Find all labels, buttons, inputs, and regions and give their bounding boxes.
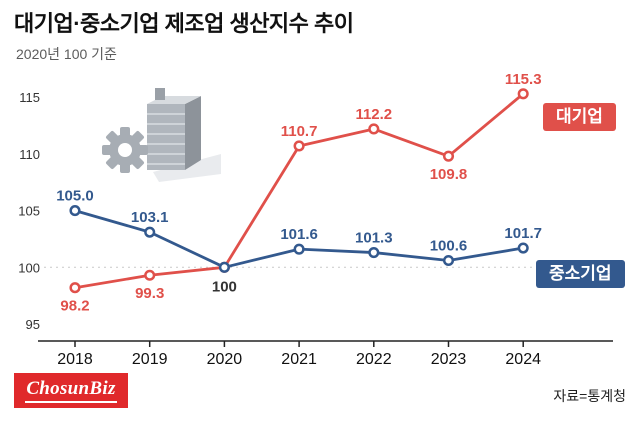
building-chimney bbox=[155, 88, 165, 100]
page-title: 대기업·중소기업 제조업 생산지수 추이 bbox=[14, 11, 354, 36]
value-label: 101.6 bbox=[280, 226, 318, 243]
data-point-0 bbox=[218, 261, 230, 273]
y-axis-label: 95 bbox=[26, 317, 40, 332]
x-axis-label: 2018 bbox=[57, 351, 93, 368]
value-label-shared: 100 bbox=[212, 278, 237, 295]
data-point-0 bbox=[517, 88, 529, 100]
chosunbiz-logo: ChosunBiz bbox=[14, 373, 128, 408]
data-point-1 bbox=[293, 243, 305, 255]
value-label: 109.8 bbox=[430, 166, 468, 183]
data-point-1 bbox=[442, 254, 455, 267]
value-label: 100.6 bbox=[430, 237, 468, 254]
data-point-1 bbox=[144, 226, 156, 238]
data-point-1 bbox=[69, 205, 81, 217]
x-axis-label: 2019 bbox=[132, 351, 168, 368]
value-label: 98.2 bbox=[60, 298, 89, 315]
chosunbiz-logo-text: ChosunBiz bbox=[25, 378, 117, 403]
data-point-0 bbox=[144, 269, 156, 281]
data-point-1 bbox=[368, 247, 380, 259]
factory-gear-illustration bbox=[102, 88, 221, 182]
x-axis-label: 2024 bbox=[505, 351, 541, 368]
legend-large-companies-label: 대기업 bbox=[556, 107, 603, 126]
value-label: 105.0 bbox=[56, 188, 94, 205]
x-axis-label: 2022 bbox=[356, 351, 392, 368]
data-point-0 bbox=[293, 140, 305, 152]
y-axis-label: 105 bbox=[18, 204, 40, 219]
building-side bbox=[185, 96, 201, 170]
value-label: 112.2 bbox=[355, 106, 392, 123]
x-axis-label: 2023 bbox=[431, 351, 467, 368]
value-label: 101.3 bbox=[355, 230, 393, 247]
gear-icon bbox=[102, 127, 148, 173]
data-point-0 bbox=[368, 123, 380, 135]
chart-subtitle: 2020년 100 기준 bbox=[16, 46, 117, 62]
source-credit: 자료=통계청 bbox=[553, 388, 626, 404]
legend-smes: 중소기업 bbox=[536, 260, 625, 289]
value-label: 99.3 bbox=[135, 285, 164, 302]
legend-smes-label: 중소기업 bbox=[549, 264, 612, 283]
y-axis-label: 110 bbox=[19, 147, 40, 162]
data-point-1 bbox=[517, 242, 529, 254]
y-axis-label: 115 bbox=[19, 90, 40, 105]
data-point-0 bbox=[69, 282, 81, 294]
value-label: 103.1 bbox=[131, 209, 169, 226]
value-label: 101.7 bbox=[504, 225, 542, 242]
legend-large-companies: 대기업 bbox=[543, 103, 616, 132]
data-point-1 bbox=[218, 261, 230, 273]
value-label: 110.7 bbox=[281, 123, 318, 140]
series-line-1 bbox=[73, 209, 525, 269]
y-axis-label: 100 bbox=[18, 260, 40, 275]
data-point-0 bbox=[442, 150, 455, 162]
x-axis-label: 2020 bbox=[207, 351, 243, 368]
value-label: 115.3 bbox=[505, 71, 542, 88]
x-axis-label: 2021 bbox=[281, 351, 317, 368]
